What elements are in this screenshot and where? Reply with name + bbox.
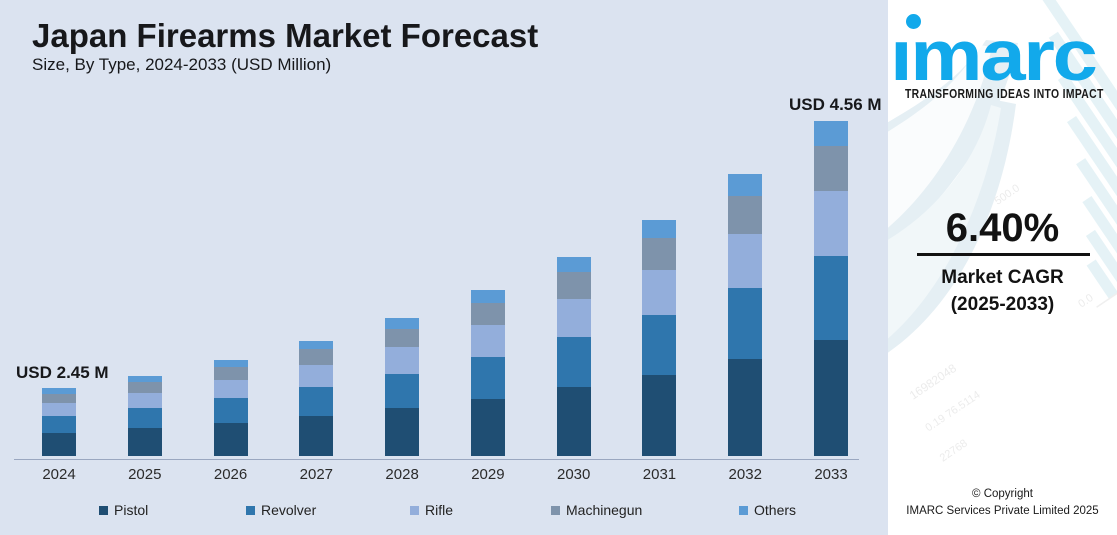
svg-text:0.19 76.5114: 0.19 76.5114: [923, 389, 982, 434]
svg-text:22768: 22768: [938, 437, 970, 464]
svg-text:16982048: 16982048: [907, 361, 959, 403]
